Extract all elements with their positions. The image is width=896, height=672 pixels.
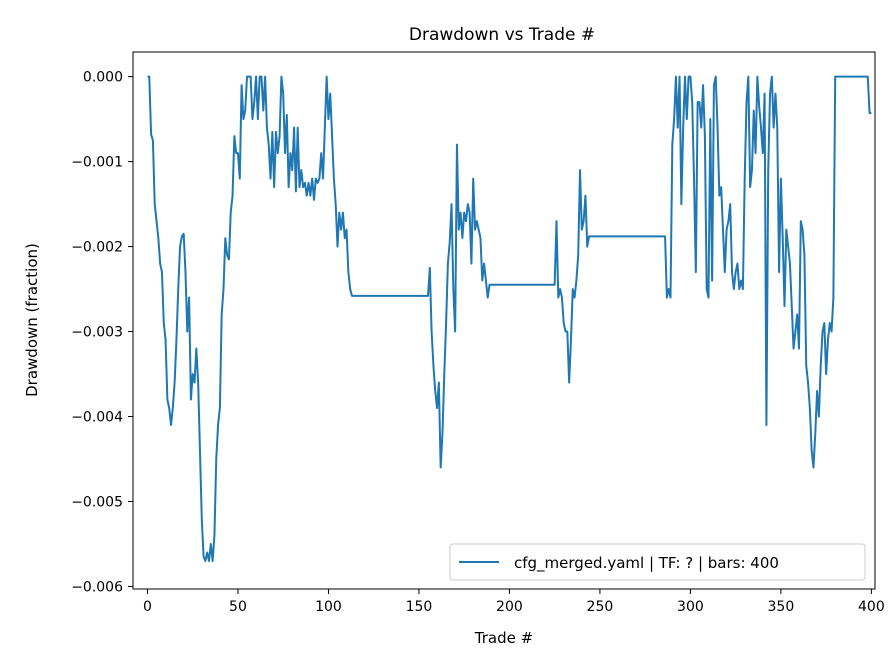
y-tick-label: −0.002 [71, 240, 123, 256]
y-tick-label: −0.005 [71, 494, 123, 510]
x-tick-label: 100 [315, 599, 342, 615]
plot-frame [132, 51, 876, 590]
y-tick-label: 0.000 [83, 70, 123, 86]
x-axis-title: Trade # [474, 629, 533, 647]
x-tick-label: 400 [858, 599, 885, 615]
x-tick-label: 200 [496, 599, 523, 615]
legend-box [449, 543, 866, 581]
x-tick-label: 350 [768, 599, 795, 615]
x-tick-label: 50 [229, 599, 247, 615]
chart-title: Drawdown vs Trade # [409, 25, 595, 45]
y-tick-label: −0.006 [71, 579, 123, 595]
y-tick-label: −0.001 [71, 155, 123, 171]
legend: cfg_merged.yaml | TF: ? | bars: 400 [449, 543, 866, 581]
x-tick-label: 250 [587, 599, 614, 615]
y-tick-label: −0.003 [71, 325, 123, 341]
legend-label: cfg_merged.yaml | TF: ? | bars: 400 [514, 554, 779, 573]
axis-ticks: 0 50 100 150 200 250 300 350 400 0.000 −0.001 −0.00… [71, 70, 885, 615]
y-axis-title: Drawdown (fraction) [23, 243, 41, 397]
x-tick-label: 150 [406, 599, 433, 615]
x-tick-label: 0 [143, 599, 152, 615]
x-tick-label: 300 [677, 599, 704, 615]
y-tick-label: −0.004 [71, 410, 123, 426]
drawdown-series-line [147, 75, 872, 562]
